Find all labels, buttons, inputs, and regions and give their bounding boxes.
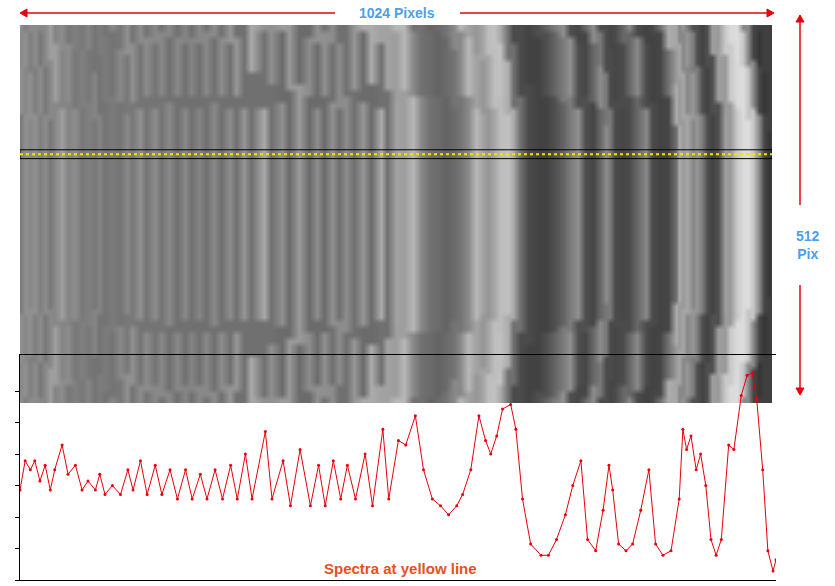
svg-text:1024 Pixels: 1024 Pixels (359, 5, 435, 21)
svg-text:512Pix: 512Pix (796, 228, 820, 262)
svg-text:Spectra at yellow line: Spectra at yellow line (324, 560, 477, 577)
